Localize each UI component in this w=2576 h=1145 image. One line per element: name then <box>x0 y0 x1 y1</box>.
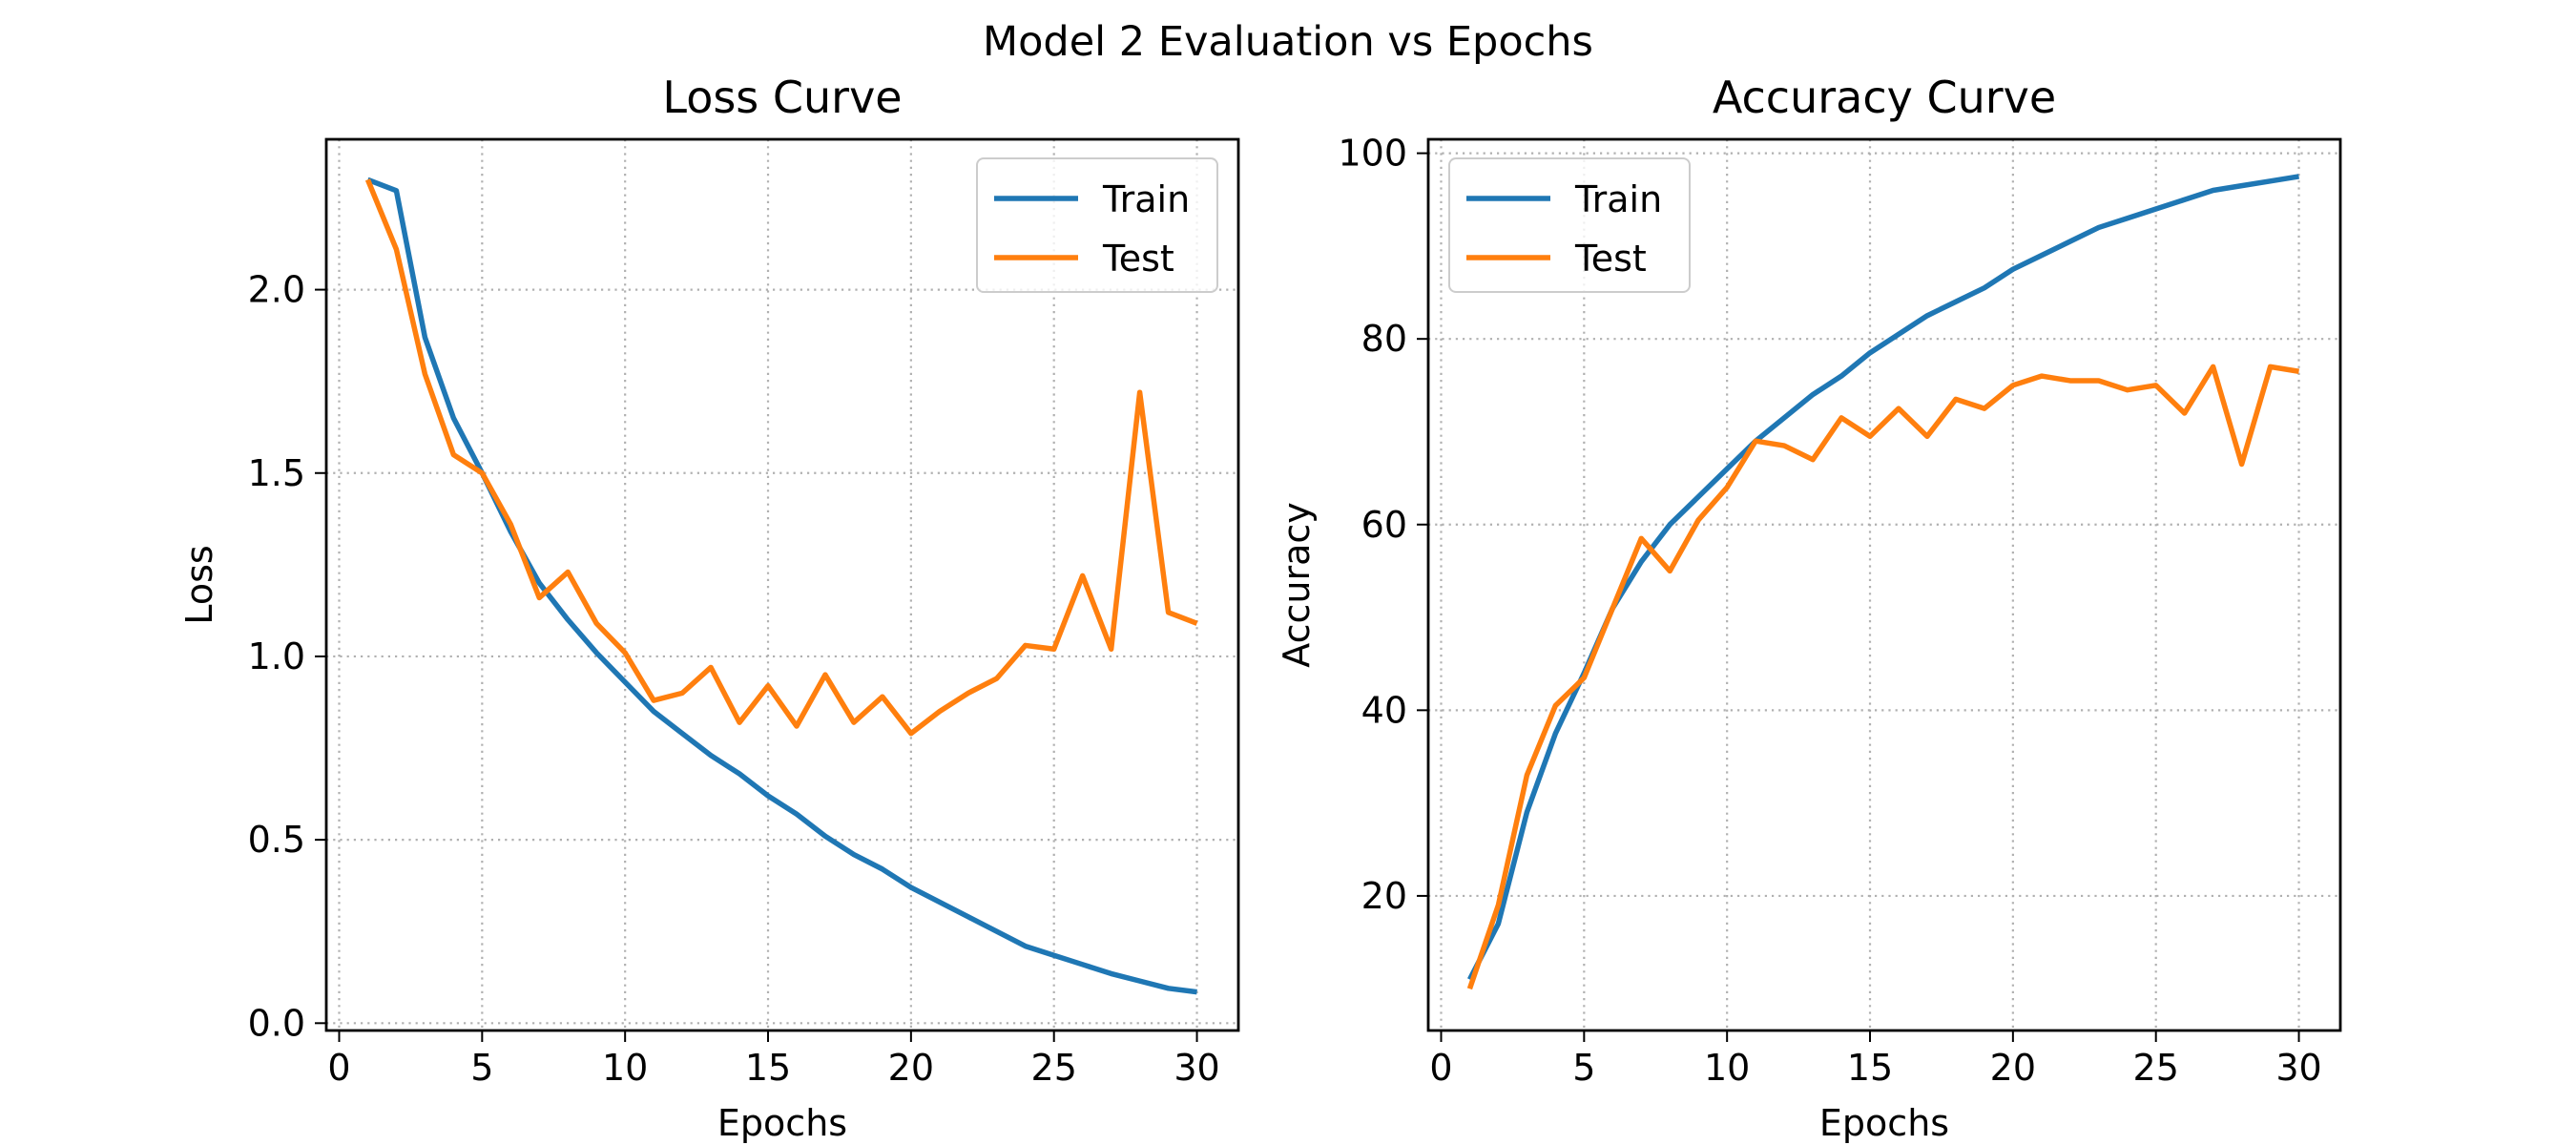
accuracy-curve-ytick-label: 60 <box>1361 504 1407 546</box>
loss-curve-ylabel: Loss <box>178 545 220 624</box>
loss-curve-xlabel: Epochs <box>717 1102 847 1144</box>
loss-curve-ytick-label: 0.5 <box>248 819 305 861</box>
loss-curve-train-line <box>366 177 1197 995</box>
accuracy-curve-legend-label-test: Test <box>1574 238 1647 280</box>
accuracy-curve-xtick-label: 25 <box>2133 1047 2179 1089</box>
accuracy-curve-ytick-label: 100 <box>1338 133 1407 175</box>
loss-curve-ytick-label: 2.0 <box>248 269 305 311</box>
accuracy-curve-ylabel: Accuracy <box>1276 502 1318 668</box>
loss-curve-title: Loss Curve <box>662 72 902 123</box>
accuracy-curve-test-line <box>1466 364 2299 990</box>
accuracy-curve-train-line <box>1467 174 2299 981</box>
loss-curve-panel: 0 5 10 15 20 25 30 0.0 0.5 1.0 1.5 2.0 Loss Curve Epo… <box>178 72 1240 1144</box>
loss-curve-ytick-label: 1.0 <box>248 635 305 677</box>
figure-suptitle: Model 2 Evaluation vs Epochs <box>983 18 1593 66</box>
accuracy-curve-ytick-label: 80 <box>1361 318 1407 360</box>
accuracy-curve-xlabel: Epochs <box>1819 1102 1949 1144</box>
loss-curve-xtick-label: 5 <box>470 1047 493 1089</box>
accuracy-curve-xtick-label: 0 <box>1429 1047 1452 1089</box>
loss-curve-legend-label-test: Test <box>1102 238 1174 280</box>
loss-curve-ytick-label: 0.0 <box>248 1002 305 1044</box>
accuracy-curve-title: Accuracy Curve <box>1713 72 2056 123</box>
loss-curve-test-line <box>364 178 1198 737</box>
accuracy-curve-xtick-label: 20 <box>1990 1047 2036 1089</box>
loss-curve-ytick-label: 1.5 <box>248 452 305 494</box>
loss-curve-legend-label-train: Train <box>1102 178 1190 220</box>
loss-curve-legend: Train Test <box>976 157 1218 293</box>
loss-curve-axes-frame <box>324 137 1240 1032</box>
loss-curve-xtick-label: 30 <box>1174 1047 1219 1089</box>
accuracy-curve-legend: Train Test <box>1448 157 1691 293</box>
accuracy-curve-ytick-label: 40 <box>1361 689 1407 731</box>
accuracy-curve-axes-frame <box>1426 137 2342 1032</box>
loss-curve-xtick-label: 10 <box>602 1047 648 1089</box>
accuracy-curve-legend-label-train: Train <box>1574 178 1662 220</box>
loss-curve-xtick-label: 20 <box>888 1047 934 1089</box>
accuracy-curve-panel: 0 5 10 15 20 25 30 20 40 60 80 100 Accuracy Curve Epo… <box>1276 72 2342 1144</box>
accuracy-curve-ytick-label: 20 <box>1361 875 1407 917</box>
loss-curve-xtick-label: 0 <box>327 1047 350 1089</box>
accuracy-curve-xtick-label: 5 <box>1572 1047 1595 1089</box>
accuracy-curve-xtick-label: 30 <box>2275 1047 2321 1089</box>
accuracy-curve-xtick-label: 10 <box>1704 1047 1750 1089</box>
accuracy-curve-xtick-label: 15 <box>1847 1047 1893 1089</box>
loss-curve-xtick-label: 15 <box>745 1047 791 1089</box>
loss-curve-xtick-label: 25 <box>1031 1047 1077 1089</box>
